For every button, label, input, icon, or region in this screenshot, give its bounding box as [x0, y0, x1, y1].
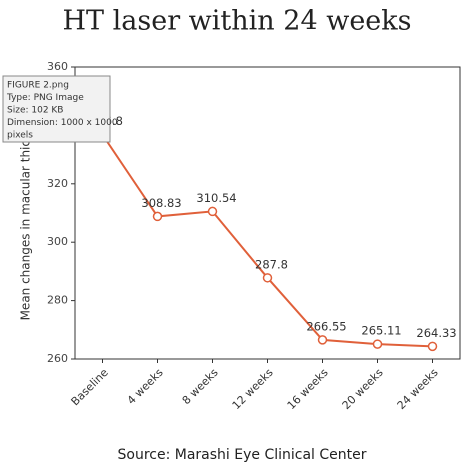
x-tick-label: Baseline — [69, 366, 111, 408]
value-label: 264.33 — [416, 326, 456, 340]
x-tick-label: 16 weeks — [285, 366, 331, 412]
chart-title: HT laser within 24 weeks — [62, 6, 411, 37]
tooltip-line: FIGURE 2.png — [7, 81, 69, 91]
point — [207, 206, 218, 217]
value-label: 310.54 — [196, 191, 236, 205]
tooltip-line: pixels — [7, 131, 33, 141]
tooltip-line: Dimension: 1000 x 1000 — [7, 118, 118, 128]
value-label: 265.11 — [361, 324, 401, 338]
value-label: 308.83 — [141, 196, 181, 210]
plot-frame — [74, 66, 461, 360]
y-tick-label: 300 — [47, 235, 68, 248]
point — [152, 211, 163, 222]
line — [101, 134, 433, 348]
y-tick-label: 320 — [47, 177, 68, 190]
point — [317, 335, 328, 345]
tooltip-box — [2, 75, 111, 143]
y-tick-label: 260 — [47, 352, 68, 365]
point — [427, 341, 438, 352]
point — [372, 339, 383, 349]
x-tick-label: 12 weeks — [230, 366, 276, 412]
x-tick-label: 24 weeks — [395, 366, 441, 412]
x-tick-label: 8 weeks — [180, 366, 221, 407]
y-axis-label: Mean changes in macular thickness — [19, 106, 33, 321]
x-tick-label: 20 weeks — [340, 366, 386, 412]
y-tick-label: 280 — [47, 294, 68, 307]
tooltip: FIGURE 2.png Type: PNG Image Size: 102 KB D… — [2, 75, 118, 143]
point — [262, 273, 273, 283]
y-tick-label: 360 — [47, 60, 68, 73]
tooltip-line: Size: 102 KB — [7, 106, 63, 116]
source: Source: Marashi Eye Clinical Center — [118, 447, 367, 463]
x-tick-label: 4 weeks — [125, 366, 166, 407]
tooltip-line: Type: PNG Image — [6, 93, 84, 103]
value-label: 266.55 — [306, 319, 346, 333]
value-label: 287.8 — [255, 257, 288, 271]
